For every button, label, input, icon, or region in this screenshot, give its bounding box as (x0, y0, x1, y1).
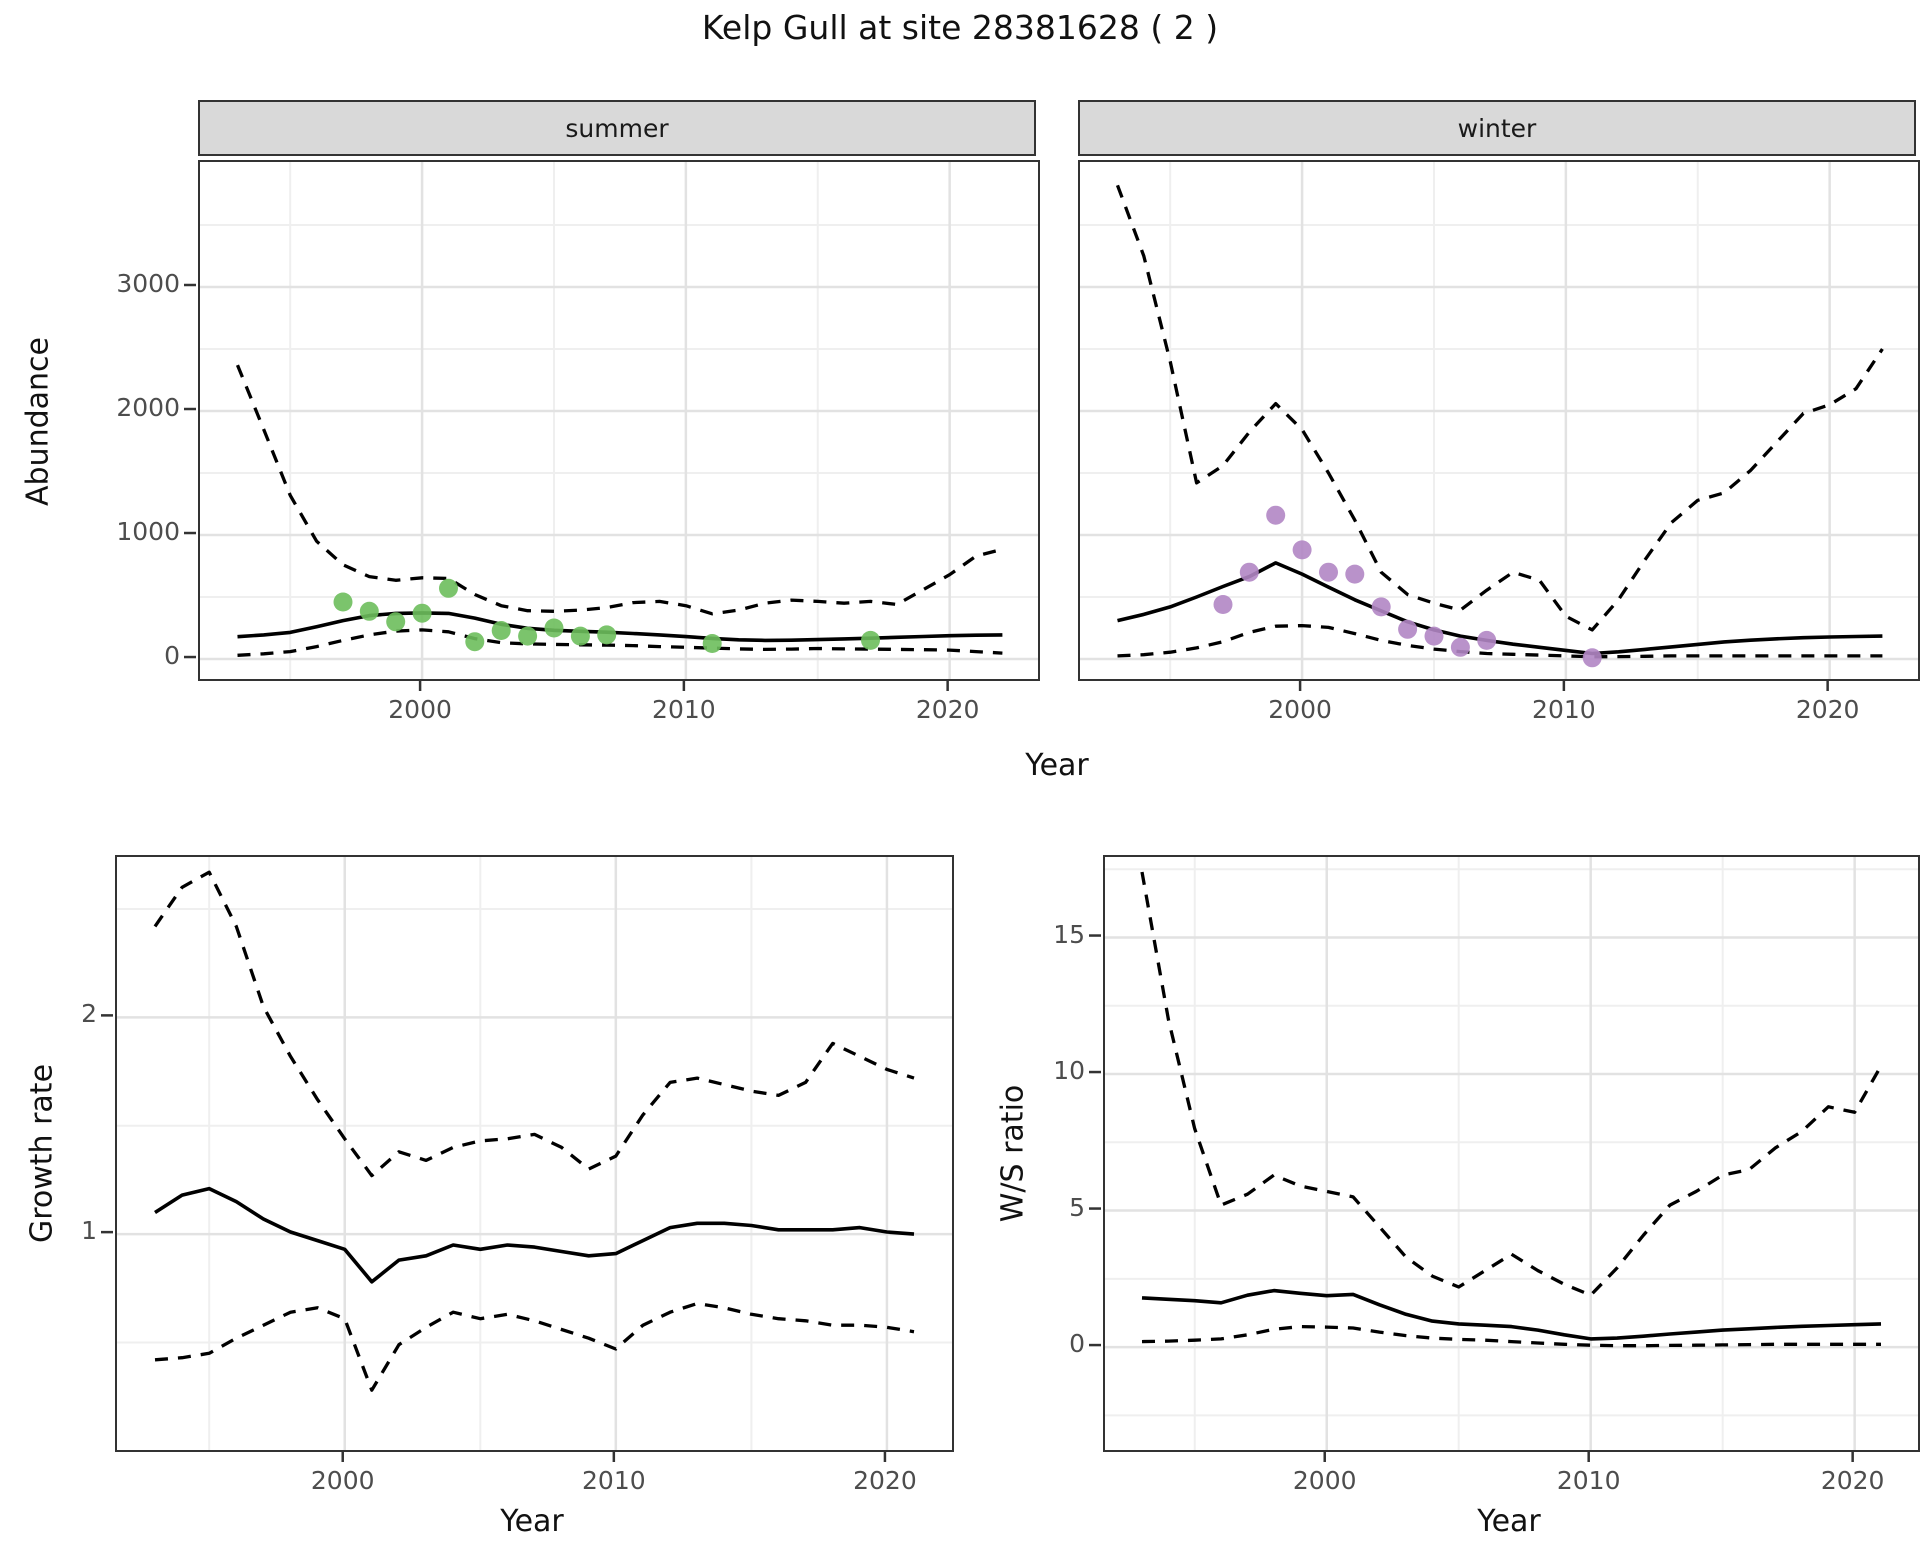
observation-point (1239, 562, 1259, 582)
chart-ws_ratio (1105, 857, 1918, 1450)
observation-point (1398, 619, 1418, 639)
series-fit-growth_rate (154, 1186, 915, 1284)
y-tick-label: 5 (1069, 1192, 1085, 1222)
facet-strip-summer: summer (198, 100, 1036, 156)
series-lower_ci-growth_rate (154, 1301, 915, 1392)
observation-point (570, 626, 590, 646)
panel-ws-ratio (1103, 855, 1920, 1452)
observation-point (1345, 564, 1365, 584)
facet-strip-summer-label: summer (565, 113, 669, 143)
observation-point (359, 601, 379, 621)
y-tick-label: 2000 (116, 393, 180, 422)
panel-abundance-summer (198, 160, 1040, 681)
x-tick-label: 2010 (1556, 1466, 1621, 1495)
observation-point (544, 618, 564, 638)
observation-point (333, 592, 353, 612)
x-axis-title-ws: Year (1477, 1504, 1541, 1539)
series-upper_ci-growth_rate (153, 870, 915, 1178)
facet-strip-winter-label: winter (1457, 113, 1537, 143)
observation-point (1450, 637, 1470, 657)
series-fit-abundance_summer (237, 611, 1003, 643)
observation-point (439, 578, 458, 598)
observation-point (1292, 540, 1312, 560)
y-tick-label: 3000 (116, 269, 180, 298)
series-upper_ci-ws_ratio (1140, 871, 1883, 1297)
x-tick-label: 2010 (652, 695, 716, 724)
observation-point (465, 632, 485, 652)
observation-point (861, 630, 880, 650)
series-lower_ci-ws_ratio (1141, 1324, 1881, 1348)
observation-point (1424, 626, 1444, 646)
observation-point (412, 603, 432, 623)
y-tick-label: 1 (81, 1216, 97, 1246)
series-upper_ci-abundance_summer (235, 364, 1003, 616)
observation-point (702, 634, 722, 653)
x-axis-title-growth: Year (500, 1504, 564, 1539)
observation-point (1319, 562, 1338, 582)
observation-point (386, 612, 406, 632)
y-tick-label: 1000 (116, 517, 180, 547)
observation-point (1266, 505, 1286, 525)
observation-point (491, 621, 511, 640)
y-tick-label: 10 (1053, 1056, 1085, 1086)
observation-point (1371, 597, 1391, 617)
x-tick-label: 2020 (853, 1466, 917, 1495)
observation-point (518, 626, 538, 646)
chart-title: Kelp Gull at site 28381628 ( 2 ) (701, 8, 1219, 47)
panel-growth-rate (115, 855, 954, 1452)
facet-strip-winter: winter (1078, 100, 1916, 156)
x-tick-label: 2020 (1795, 695, 1860, 724)
x-tick-label: 2000 (1292, 1466, 1357, 1495)
y-tick-label: 2 (81, 999, 97, 1029)
x-tick-label: 2000 (388, 695, 452, 724)
observation-point (1477, 630, 1497, 650)
observation-point (1213, 595, 1233, 614)
y-axis-title-abundance: Abundance (20, 337, 56, 506)
x-tick-label: 2000 (310, 1466, 375, 1495)
chart-abundance_summer (200, 162, 1038, 679)
panel-abundance-winter (1078, 160, 1920, 681)
x-tick-label: 2010 (1532, 695, 1596, 724)
y-tick-label: 0 (164, 641, 180, 671)
observation-point (597, 625, 617, 645)
chart-growth_rate (117, 857, 952, 1450)
x-tick-label: 2010 (582, 1466, 646, 1495)
y-tick-label: 0 (1069, 1329, 1085, 1359)
x-tick-label: 2020 (1820, 1466, 1885, 1495)
chart-abundance_winter (1080, 162, 1918, 679)
x-tick-label: 2000 (1268, 695, 1332, 724)
x-tick-label: 2020 (915, 695, 980, 724)
series-fit-ws_ratio (1141, 1288, 1882, 1341)
y-tick-label: 15 (1053, 919, 1085, 949)
observation-point (1582, 648, 1602, 668)
series-upper_ci-abundance_winter (1115, 184, 1884, 632)
x-axis-title-top: Year (1025, 748, 1089, 783)
